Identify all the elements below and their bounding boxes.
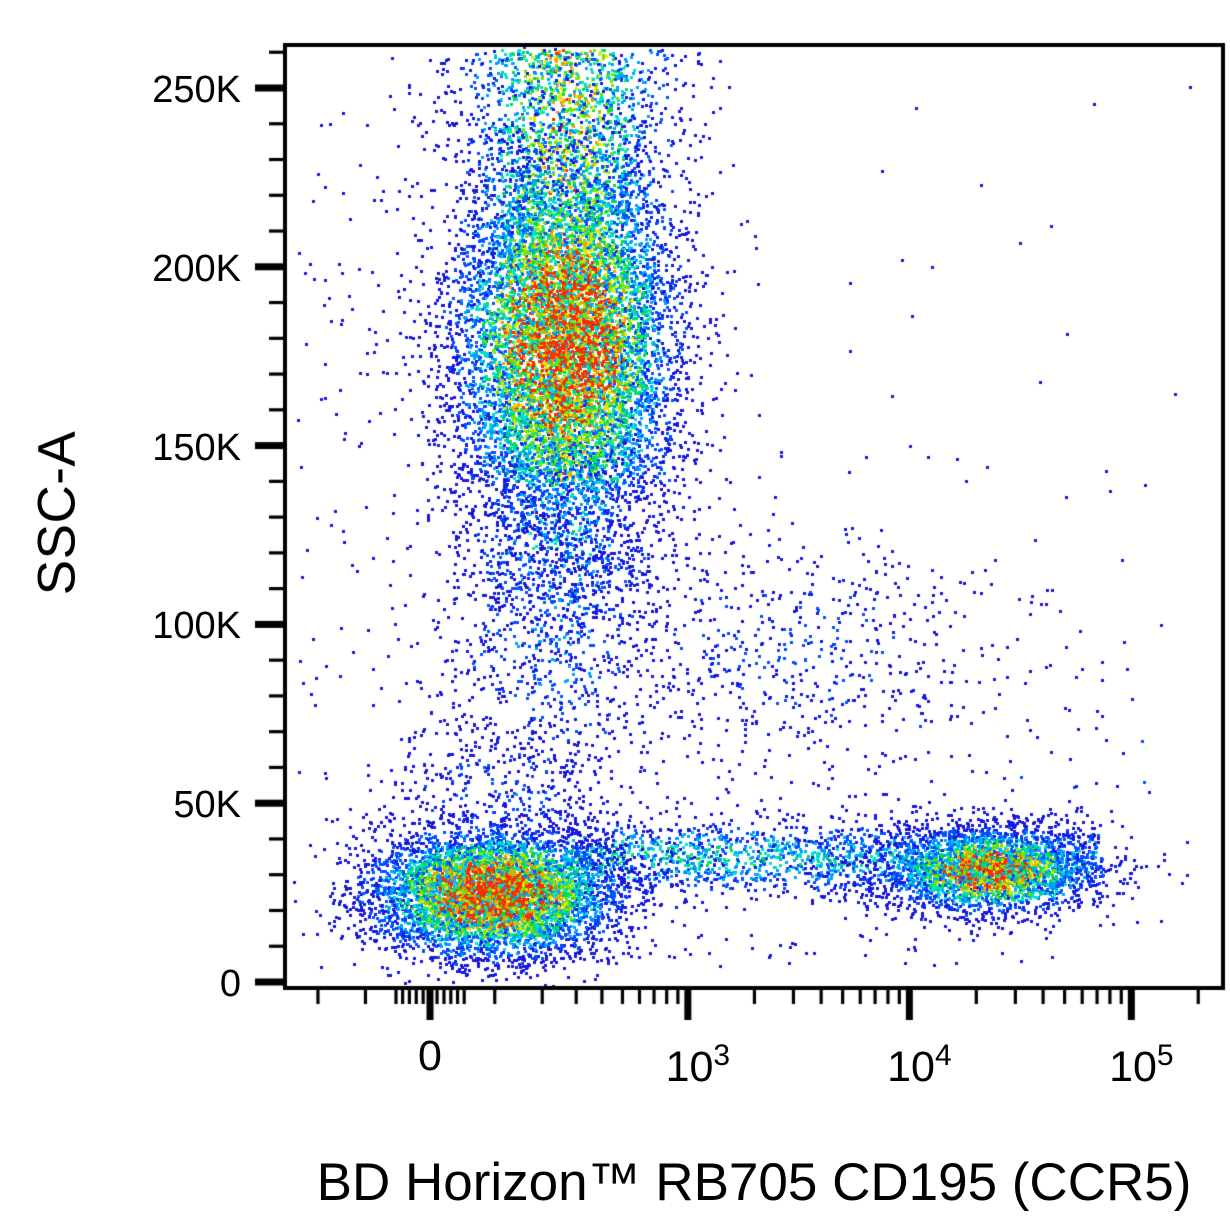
x-tick-label: 0: [418, 1032, 442, 1080]
y-tick-label: 100K: [152, 605, 241, 648]
y-tick-label: 150K: [152, 426, 241, 469]
x-tick-label: 104: [887, 1039, 952, 1091]
y-tick-label: 0: [219, 963, 241, 1005]
x-tick-label: 105: [1109, 1039, 1174, 1091]
y-tick-label: 50K: [173, 784, 241, 827]
x-tick-label: 103: [665, 1039, 731, 1091]
x-axis-title: BD Horizon™ RB705 CD195 (CCR5): [316, 1153, 1192, 1212]
y-tick-label: 250K: [152, 69, 241, 111]
y-tick-label: 200K: [152, 247, 241, 290]
